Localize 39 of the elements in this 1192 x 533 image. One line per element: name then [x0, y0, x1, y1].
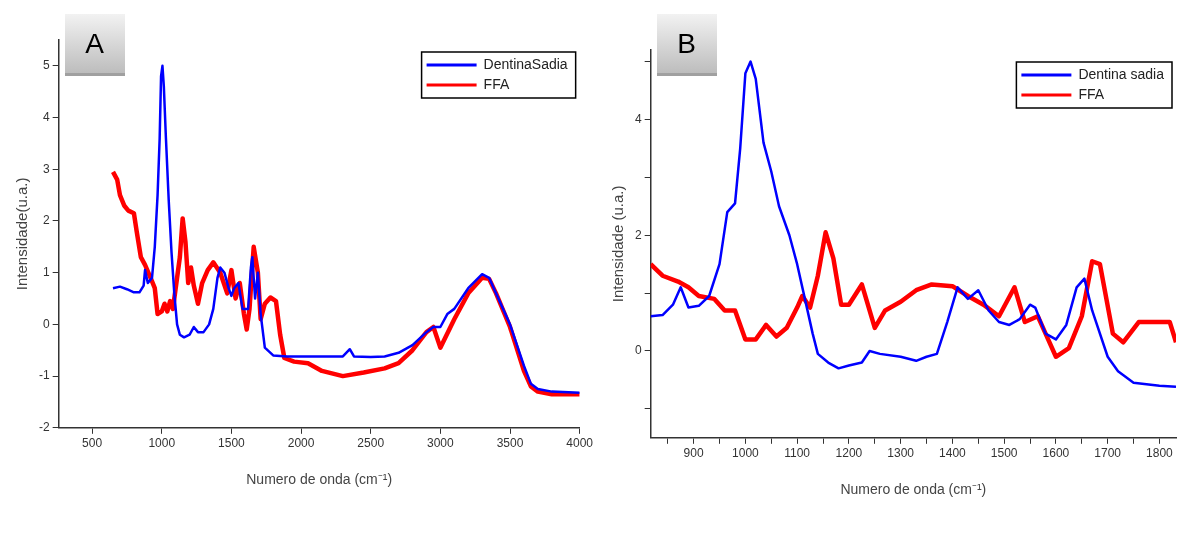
x-tick-label: 500: [82, 436, 103, 451]
x-tick-label: 1000: [732, 446, 760, 461]
y-axis-title: Intensidade (u.a.): [609, 185, 627, 303]
y-tick-label: 4: [634, 111, 642, 126]
x-tick-label: 1500: [990, 446, 1018, 461]
x-tick-label: 3000: [427, 436, 455, 451]
x-tick-label: 1000: [148, 436, 176, 451]
x-tick-label: 1700: [1094, 446, 1122, 461]
x-tick-label: 3500: [496, 436, 524, 451]
y-tick-label: 1: [42, 264, 50, 279]
x-axis-title: Numero de onda (cm⁻¹): [840, 481, 987, 498]
legend-label: FFA: [483, 75, 510, 92]
chart-title: A: [64, 14, 125, 76]
legend-label: DentinaSadia: [483, 55, 568, 72]
x-tick-label: 2500: [357, 436, 385, 451]
y-tick-label: 2: [42, 213, 50, 228]
y-tick-label: 2: [634, 227, 642, 242]
y-tick-label: -1: [39, 368, 50, 383]
chart-title: B: [656, 14, 717, 76]
y-tick-label: 0: [634, 343, 642, 358]
x-tick-label: 2000: [287, 436, 315, 451]
x-tick-label: 1400: [939, 446, 967, 461]
x-axis-title: Numero de onda (cm⁻¹): [246, 471, 393, 488]
y-tick-label: 4: [42, 109, 50, 124]
y-tick-label: 3: [42, 161, 50, 176]
legend-label: FFA: [1078, 85, 1105, 102]
y-tick-label: -2: [39, 420, 50, 435]
y-tick-label: 0: [42, 316, 50, 331]
x-tick-label: 4000: [566, 436, 594, 451]
x-tick-label: 1600: [1042, 446, 1070, 461]
x-tick-label: 1200: [835, 446, 863, 461]
x-tick-label: 1800: [1146, 446, 1174, 461]
x-tick-label: 900: [683, 446, 704, 461]
y-tick-label: 5: [42, 58, 50, 73]
x-tick-label: 1300: [887, 446, 915, 461]
y-axis-title: Intensidade(u.a.): [13, 177, 31, 291]
x-tick-label: 1100: [784, 446, 811, 461]
x-tick-label: 1500: [218, 436, 246, 451]
legend-label: Dentina sadia: [1078, 65, 1165, 82]
